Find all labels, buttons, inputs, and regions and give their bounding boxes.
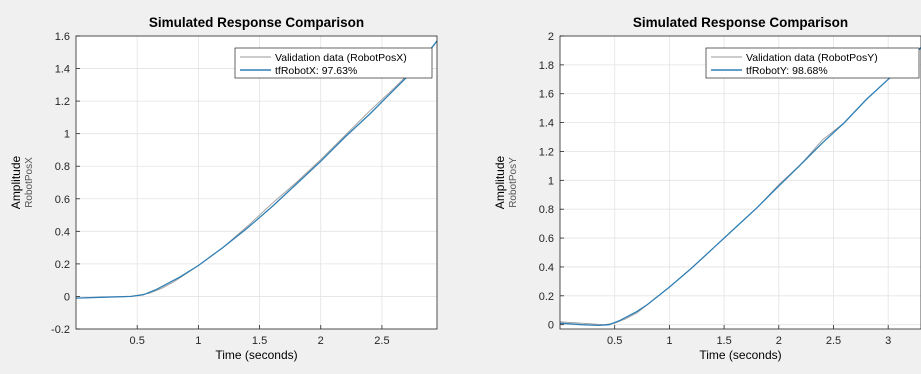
x-tick-label: 0.5 [130, 335, 145, 347]
y-tick-label: 0.4 [55, 226, 70, 238]
y-axis-sublabel: RobotPosX [24, 157, 35, 208]
x-tick-label: 1 [666, 335, 672, 347]
y-axis-sublabel: RobotPosY [508, 157, 519, 208]
x-tick-label: 2.5 [826, 335, 841, 347]
legend-box [705, 47, 920, 79]
y-tick-label: 1.2 [539, 146, 554, 158]
y-tick-label: 0.8 [55, 161, 70, 173]
chart-title: Simulated Response Comparison [633, 15, 848, 30]
y-tick-label: 1.8 [539, 60, 554, 72]
legend-box [234, 47, 433, 79]
y-tick-label: 0 [64, 291, 70, 303]
y-tick-label: 2 [548, 31, 554, 43]
legend-label-2: tfRobotX: 97.63% [275, 65, 357, 77]
legend: Validation data (RobotPosX)tfRobotX: 97.… [234, 47, 433, 79]
chart-title: Simulated Response Comparison [149, 15, 364, 30]
chart-1: 0.5 1 1.5 2 2.5 -0.2 0 0.2 0.4 0.6 0.8 1 1.2 1.4 1.6 Si… [9, 15, 438, 362]
x-tick-label: 1 [195, 335, 201, 347]
x-tick-label: 2 [776, 335, 782, 347]
x-tick-label: 2 [318, 335, 324, 347]
legend: Validation data (RobotPosY)tfRobotY: 98.… [705, 47, 920, 79]
x-tick-label: 3 [885, 335, 891, 347]
y-tick-label: 1 [548, 175, 554, 187]
y-tick-label: 0.6 [55, 194, 70, 206]
x-tick-label: 1.5 [252, 335, 267, 347]
y-tick-label: 1.6 [539, 89, 554, 101]
y-tick-label: -0.2 [51, 324, 70, 336]
plot-area [560, 36, 921, 329]
legend-label-2: tfRobotY: 98.68% [746, 65, 828, 77]
series-line-2 [76, 40, 437, 299]
y-axis-label: Amplitude [493, 156, 507, 210]
y-tick-label: 0.2 [539, 291, 554, 303]
legend-label-1: Validation data (RobotPosY) [746, 52, 878, 64]
y-tick-label: 0.6 [539, 233, 554, 245]
x-axis-label: Time (seconds) [215, 348, 297, 362]
y-tick-label: 1.4 [539, 118, 554, 130]
y-tick-label: 0.4 [539, 262, 554, 274]
axes-box [75, 35, 438, 330]
y-tick-label: 0.8 [539, 204, 554, 216]
x-tick-label: 0.5 [607, 335, 622, 347]
y-tick-label: 1 [64, 129, 70, 141]
y-tick-label: 1.4 [55, 64, 70, 76]
x-tick-label: 2.5 [374, 335, 389, 347]
y-tick-label: 1.2 [55, 96, 70, 108]
y-tick-label: 0.2 [55, 259, 70, 271]
legend-label-1: Validation data (RobotPosX) [275, 52, 407, 64]
y-tick-label: 1.6 [55, 31, 70, 43]
x-tick-label: 1.5 [716, 335, 731, 347]
chart-2: 0.5 1 1.5 2 2.5 3 0 0.2 0.4 0.6 0.8 1 1.2 1.4 1.6 1.8 2 S… [493, 15, 921, 362]
axes-box [559, 35, 921, 330]
y-axis-label: Amplitude [9, 156, 23, 210]
y-tick-label: 0 [548, 320, 554, 332]
plot-area [76, 36, 437, 329]
x-axis-label: Time (seconds) [699, 348, 781, 362]
series-line-2 [560, 47, 921, 327]
